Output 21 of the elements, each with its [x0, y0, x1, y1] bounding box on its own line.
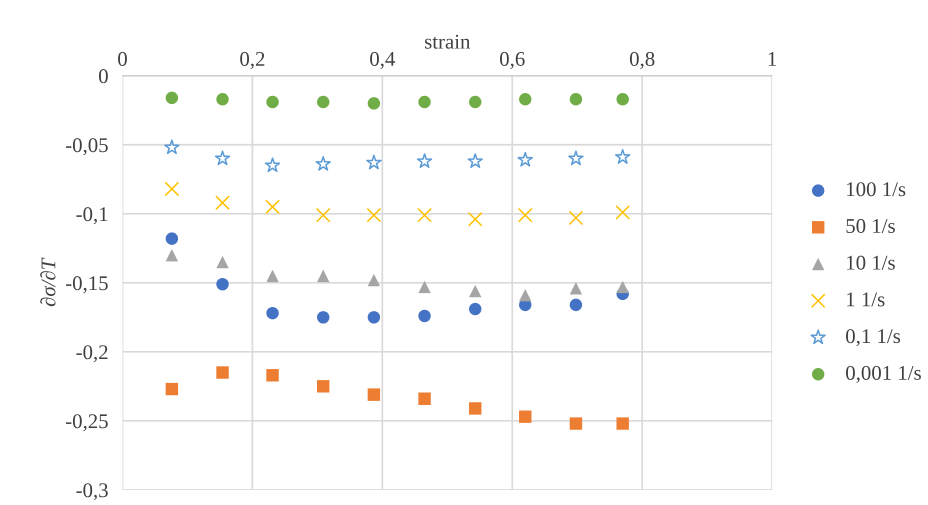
x-tick-label: 1: [768, 52, 776, 66]
y-tick-label: -0,25: [66, 414, 108, 432]
x-tick-label: 0,2: [240, 52, 264, 69]
legend-label: 10 1/s: [847, 256, 895, 270]
y-tick-label: -0,1: [76, 207, 108, 224]
legend-label: 1 1/s: [847, 292, 884, 306]
legend-label: 50 1/s: [846, 218, 895, 233]
y-axis-title: ∂σ/∂T: [40, 257, 56, 306]
x-axis-title: strain: [425, 34, 470, 49]
y-tick-label: -0,05: [66, 138, 108, 156]
x-tick-label: 0,6: [500, 52, 525, 69]
x-tick-label: 0,8: [630, 52, 654, 69]
y-tick-label: -0,15: [66, 276, 108, 294]
legend-label: 0,1 1/s: [846, 329, 900, 346]
x-tick-label: 0: [118, 52, 127, 66]
y-tick-label: -0,3: [76, 483, 108, 500]
y-tick-label: -0,2: [76, 345, 108, 362]
legend-label: 100 1/s: [847, 182, 906, 196]
y-tick-label: 0: [98, 69, 108, 84]
x-tick-label: 0,4: [370, 52, 396, 69]
legend-label: 0,001 1/s: [846, 366, 921, 383]
